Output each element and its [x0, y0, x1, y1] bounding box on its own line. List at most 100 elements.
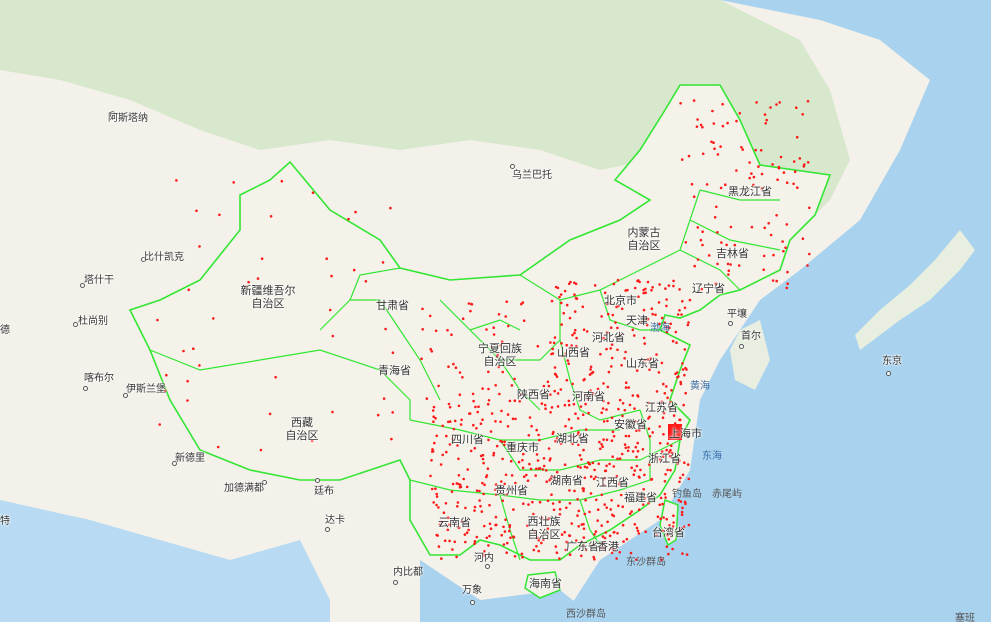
data-point — [627, 434, 631, 438]
data-point — [662, 433, 665, 436]
data-point — [479, 422, 483, 426]
data-point — [624, 386, 628, 389]
data-point — [526, 479, 530, 483]
data-point — [500, 409, 503, 413]
data-point — [528, 416, 532, 419]
data-point — [504, 518, 507, 521]
city-label-tashkent: 塔什干 — [84, 275, 114, 286]
data-point — [802, 165, 806, 168]
data-point — [716, 231, 719, 234]
data-point — [453, 540, 457, 544]
data-point — [596, 519, 599, 522]
data-point — [655, 390, 659, 393]
data-point — [504, 315, 508, 318]
data-point — [644, 291, 647, 295]
data-point — [616, 278, 620, 282]
data-point — [755, 101, 758, 104]
data-point — [463, 533, 467, 536]
data-point — [458, 371, 462, 374]
data-point — [186, 379, 189, 383]
data-point — [455, 482, 459, 485]
data-point — [508, 399, 512, 403]
data-point — [381, 261, 385, 264]
data-point — [601, 535, 605, 538]
data-point — [713, 147, 716, 150]
data-point — [601, 445, 604, 449]
data-point — [495, 523, 498, 527]
province-label-gansu: 甘肃省 — [376, 299, 409, 312]
data-point — [571, 442, 574, 446]
province-label-ningxia: 宁夏回族 自治区 — [478, 342, 522, 368]
data-point — [668, 454, 672, 458]
city-marker — [325, 527, 330, 532]
data-point — [584, 548, 588, 552]
data-point — [552, 508, 556, 512]
data-point — [483, 550, 486, 553]
city-marker — [110, 111, 115, 116]
data-point — [757, 165, 760, 168]
data-point — [684, 391, 687, 395]
city-label-islamabad: 伊斯兰堡 — [126, 384, 166, 395]
data-point — [492, 333, 496, 336]
data-point — [623, 357, 626, 360]
data-point — [502, 525, 505, 529]
data-point — [538, 438, 541, 442]
data-point — [593, 468, 596, 472]
data-point — [687, 154, 691, 158]
data-point — [712, 141, 715, 144]
data-point — [641, 448, 645, 451]
data-point — [636, 449, 640, 453]
data-point — [508, 529, 511, 533]
data-point — [563, 463, 567, 467]
data-point — [483, 524, 486, 528]
data-point — [521, 445, 524, 448]
data-point — [658, 425, 661, 428]
data-point — [559, 293, 563, 296]
data-point — [628, 512, 632, 515]
data-point — [473, 540, 477, 543]
data-point — [556, 405, 560, 408]
data-point — [630, 466, 633, 470]
data-point — [605, 506, 608, 510]
data-point — [438, 523, 442, 526]
data-point — [602, 542, 606, 545]
data-point — [492, 326, 496, 330]
data-point — [676, 313, 680, 316]
data-point — [662, 411, 666, 415]
data-point — [590, 372, 593, 375]
data-point — [672, 284, 675, 288]
data-point — [535, 453, 539, 456]
city-marker — [80, 283, 85, 288]
data-point — [721, 124, 725, 128]
data-point — [538, 467, 542, 470]
data-point — [457, 474, 461, 477]
data-point — [676, 462, 679, 465]
data-point — [569, 280, 572, 284]
data-point — [593, 533, 596, 536]
data-point — [582, 487, 585, 491]
data-point — [548, 459, 552, 462]
data-point — [665, 517, 668, 521]
data-point — [476, 410, 480, 414]
province-label-fujian: 福建省 — [624, 491, 657, 504]
data-point — [216, 445, 220, 449]
city-label-newdelhi: 新德里 — [175, 453, 205, 464]
data-point — [605, 438, 609, 442]
data-point — [555, 375, 559, 379]
data-point — [480, 510, 484, 513]
data-point — [548, 479, 551, 482]
data-point — [574, 296, 578, 300]
data-point — [602, 382, 605, 385]
data-point — [212, 317, 215, 320]
data-point — [465, 531, 469, 534]
data-point — [594, 530, 598, 533]
data-point — [494, 488, 497, 492]
data-point — [391, 351, 395, 355]
data-point — [582, 527, 586, 530]
data-point — [759, 149, 763, 152]
data-point — [195, 209, 198, 213]
data-point — [713, 216, 717, 219]
data-point — [712, 122, 716, 125]
province-label-guizhou: 贵州省 — [495, 484, 528, 497]
